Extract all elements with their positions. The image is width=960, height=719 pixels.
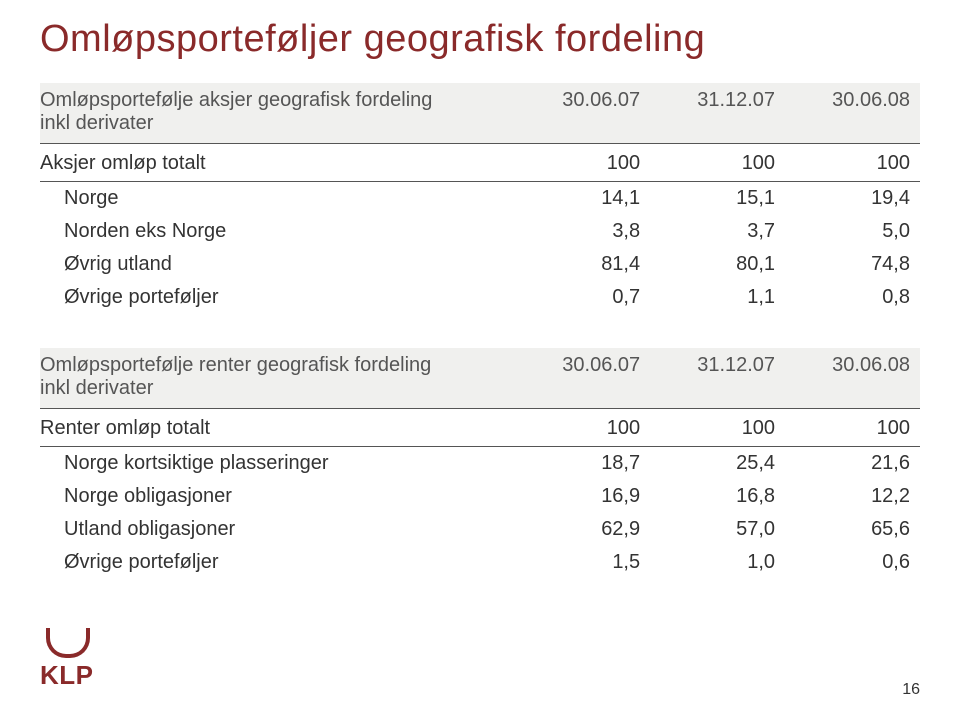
cell: 3,8: [515, 215, 650, 248]
cell: 16,8: [650, 480, 785, 513]
table-row: Norge 14,1 15,1 19,4: [40, 182, 920, 216]
cell: 14,1: [515, 182, 650, 216]
col-header: 31.12.07: [650, 83, 785, 144]
section-row: Aksjer omløp totalt 100 100 100: [40, 144, 920, 182]
cell: 57,0: [650, 513, 785, 546]
row-label: Norge obligasjoner: [40, 480, 515, 513]
header-label-line2: inkl derivater: [40, 377, 505, 400]
cell: 21,6: [785, 447, 920, 481]
logo-text: KLP: [40, 660, 94, 691]
col-header: 31.12.07: [650, 348, 785, 409]
page-number: 16: [902, 681, 920, 699]
table-row: Utland obligasjoner 62,9 57,0 65,6: [40, 513, 920, 546]
col-header: 30.06.07: [515, 348, 650, 409]
logo: KLP: [40, 628, 94, 691]
row-label: Utland obligasjoner: [40, 513, 515, 546]
cell: 12,2: [785, 480, 920, 513]
cell: 100: [650, 409, 785, 447]
cell: 3,7: [650, 215, 785, 248]
cell: 100: [650, 144, 785, 182]
cell: 65,6: [785, 513, 920, 546]
cell: 100: [785, 409, 920, 447]
col-header: 30.06.07: [515, 83, 650, 144]
section-label: Renter omløp totalt: [40, 409, 515, 447]
cell: 19,4: [785, 182, 920, 216]
row-label: Norge: [40, 182, 515, 216]
col-header: 30.06.08: [785, 83, 920, 144]
row-label: Øvrige porteføljer: [40, 281, 515, 314]
cell: 74,8: [785, 248, 920, 281]
header-label-line1: Omløpsportefølje aksjer geografisk forde…: [40, 89, 505, 112]
table-aksjer: Omløpsportefølje aksjer geografisk forde…: [40, 83, 920, 314]
table-row: Øvrig utland 81,4 80,1 74,8: [40, 248, 920, 281]
cell: 18,7: [515, 447, 650, 481]
logo-icon: [46, 628, 90, 658]
spacer: [40, 314, 920, 348]
cell: 1,5: [515, 546, 650, 579]
table-row: Norden eks Norge 3,8 3,7 5,0: [40, 215, 920, 248]
table-row: Øvrige porteføljer 0,7 1,1 0,8: [40, 281, 920, 314]
header-label: Omløpsportefølje renter geografisk forde…: [40, 348, 515, 409]
page-title: Omløpsporteføljer geografisk fordeling: [40, 18, 920, 61]
table-header-row: Omløpsportefølje aksjer geografisk forde…: [40, 83, 920, 144]
cell: 100: [515, 409, 650, 447]
cell: 0,6: [785, 546, 920, 579]
cell: 80,1: [650, 248, 785, 281]
cell: 100: [785, 144, 920, 182]
cell: 5,0: [785, 215, 920, 248]
cell: 1,1: [650, 281, 785, 314]
cell: 0,7: [515, 281, 650, 314]
table-renter: Omløpsportefølje renter geografisk forde…: [40, 348, 920, 579]
cell: 1,0: [650, 546, 785, 579]
table-row: Øvrige porteføljer 1,5 1,0 0,6: [40, 546, 920, 579]
table-header-row: Omløpsportefølje renter geografisk forde…: [40, 348, 920, 409]
table-row: Norge obligasjoner 16,9 16,8 12,2: [40, 480, 920, 513]
row-label: Øvrige porteføljer: [40, 546, 515, 579]
col-header: 30.06.08: [785, 348, 920, 409]
cell: 0,8: [785, 281, 920, 314]
cell: 100: [515, 144, 650, 182]
cell: 62,9: [515, 513, 650, 546]
cell: 16,9: [515, 480, 650, 513]
section-label: Aksjer omløp totalt: [40, 144, 515, 182]
cell: 15,1: [650, 182, 785, 216]
row-label: Norden eks Norge: [40, 215, 515, 248]
table-row: Norge kortsiktige plasseringer 18,7 25,4…: [40, 447, 920, 481]
header-label-line2: inkl derivater: [40, 112, 505, 135]
row-label: Øvrig utland: [40, 248, 515, 281]
header-label: Omløpsportefølje aksjer geografisk forde…: [40, 83, 515, 144]
row-label: Norge kortsiktige plasseringer: [40, 447, 515, 481]
header-label-line1: Omløpsportefølje renter geografisk forde…: [40, 354, 505, 377]
cell: 81,4: [515, 248, 650, 281]
cell: 25,4: [650, 447, 785, 481]
section-row: Renter omløp totalt 100 100 100: [40, 409, 920, 447]
